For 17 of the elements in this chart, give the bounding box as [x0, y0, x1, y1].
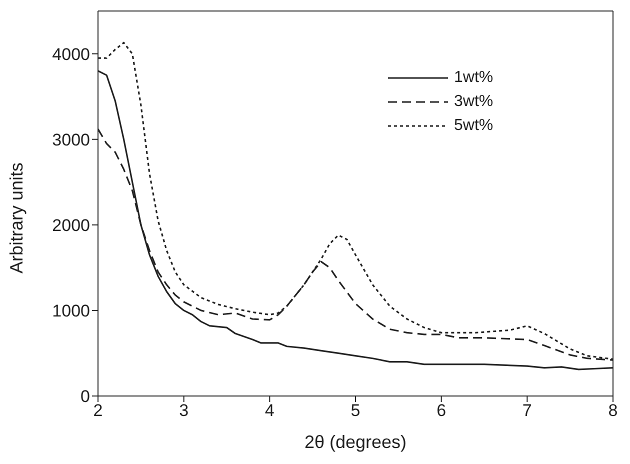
x-tick-label: 7	[522, 401, 532, 420]
x-tick-label: 8	[608, 401, 618, 420]
legend-label: 5wt%	[454, 116, 494, 136]
y-tick-label: 1000	[52, 301, 90, 320]
x-tick-label: 6	[436, 401, 446, 420]
x-tick-label: 4	[264, 401, 274, 420]
y-tick-label: 3000	[52, 130, 90, 150]
x-tick-label: 3	[179, 401, 189, 420]
y-tick-label: 2000	[52, 216, 90, 235]
x-axis-title: 2θ (degrees)	[304, 432, 407, 452]
legend-label: 1wt%	[454, 68, 494, 88]
x-tick-label: 5	[350, 401, 360, 420]
y-axis-title: Arbitrary units	[6, 162, 26, 274]
y-tick-label: 4000	[52, 44, 90, 64]
y-tick-label: 0	[80, 387, 90, 406]
x-tick-label: 2	[93, 401, 103, 420]
legend-label: 3wt%	[454, 92, 494, 112]
